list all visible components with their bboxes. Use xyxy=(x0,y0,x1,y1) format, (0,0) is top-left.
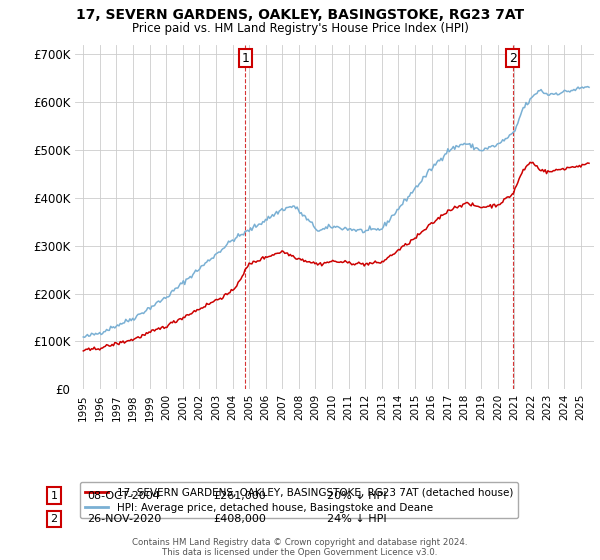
Text: 24% ↓ HPI: 24% ↓ HPI xyxy=(327,514,386,524)
Text: 2: 2 xyxy=(509,52,517,65)
Text: 08-OCT-2004: 08-OCT-2004 xyxy=(87,491,160,501)
Legend: 17, SEVERN GARDENS, OAKLEY, BASINGSTOKE, RG23 7AT (detached house), HPI: Average: 17, SEVERN GARDENS, OAKLEY, BASINGSTOKE,… xyxy=(80,482,518,518)
Text: 1: 1 xyxy=(241,52,249,65)
Text: Contains HM Land Registry data © Crown copyright and database right 2024.
This d: Contains HM Land Registry data © Crown c… xyxy=(132,538,468,557)
Text: 20% ↓ HPI: 20% ↓ HPI xyxy=(327,491,386,501)
Text: £408,000: £408,000 xyxy=(213,514,266,524)
Text: Price paid vs. HM Land Registry's House Price Index (HPI): Price paid vs. HM Land Registry's House … xyxy=(131,22,469,35)
Text: 1: 1 xyxy=(50,491,58,501)
Text: 26-NOV-2020: 26-NOV-2020 xyxy=(87,514,161,524)
Text: 2: 2 xyxy=(50,514,58,524)
Text: £261,000: £261,000 xyxy=(213,491,266,501)
Text: 17, SEVERN GARDENS, OAKLEY, BASINGSTOKE, RG23 7AT: 17, SEVERN GARDENS, OAKLEY, BASINGSTOKE,… xyxy=(76,8,524,22)
